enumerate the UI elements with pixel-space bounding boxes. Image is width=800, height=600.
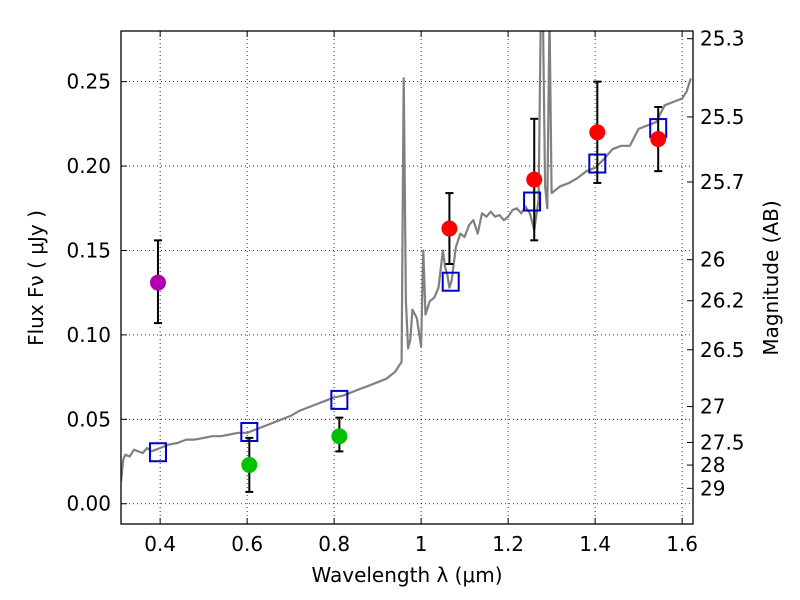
red-data-point [589,124,606,141]
mag-tick-label: 26.2 [700,289,745,313]
x-tick-label: 0.8 [318,532,350,556]
x-tick-label: 1 [415,532,428,556]
model-photometry-square [148,442,167,463]
mag-tick-label: 29 [700,476,725,500]
x-tick-label: 0.4 [144,532,176,556]
x-tick-label: 0.6 [231,532,263,556]
x-tick-label: 1.4 [579,532,611,556]
green-data-point [331,428,348,445]
x-axis-title: Wavelength λ (μm) [311,563,502,587]
mag-tick-label: 26 [700,248,725,272]
axes: 0.4 0.6 0.8 1 1.2 1.4 1.6 0.00 0.05 0.10 0.15 0.20 0… [66,27,744,556]
plot-frame [120,30,694,525]
magenta-data-point [149,274,166,291]
red-data-point [441,220,458,237]
mag-tick-label: 26.5 [700,338,745,362]
y-tick-label: 0.15 [66,238,111,262]
x-tick-label: 1.6 [666,532,698,556]
mag-tick-label: 25.7 [700,170,745,194]
y-tick-label: 0.00 [66,492,111,516]
x-tick-label: 1.2 [492,532,524,556]
mag-tick-label: 27 [700,395,725,419]
green-data-point [241,456,258,473]
model-spectrum-line [121,31,692,482]
red-data-point [650,131,667,148]
y-tick-label: 0.25 [66,70,111,94]
mag-tick-label: 25.3 [700,27,745,51]
y-axis-title: Flux Fν ( μJy ) [24,210,48,346]
grid [121,31,693,524]
y-tick-label: 0.20 [66,154,111,178]
model-photometry-square [441,271,460,292]
red-data-point [526,171,543,188]
mag-tick-label: 28 [700,453,725,477]
mag-tick-label: 27.5 [700,430,745,454]
right-axis-title: Magnitude (AB) [759,200,783,355]
plot-content [121,31,692,493]
y-tick-label: 0.10 [66,323,111,347]
y-tick-label: 0.05 [66,407,111,431]
model-photometry-square [523,191,542,212]
model-photometry-square [330,389,349,410]
mag-tick-label: 25.5 [700,105,745,129]
